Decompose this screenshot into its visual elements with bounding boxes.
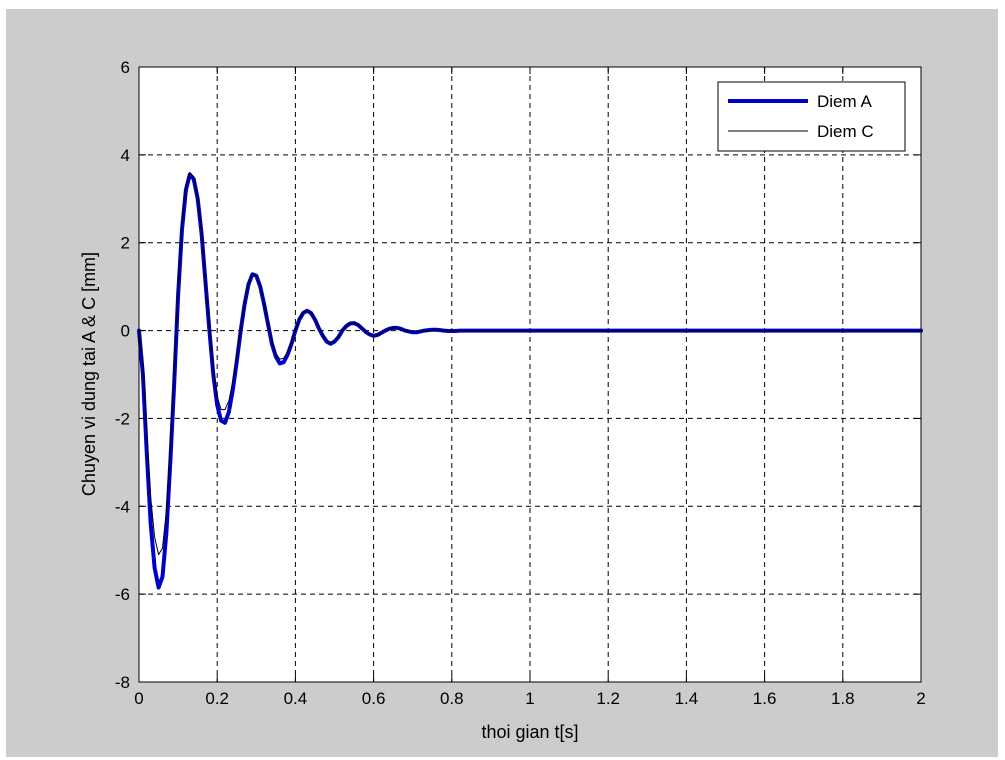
x-tick-label: 1.2 [596, 689, 620, 708]
x-tick-label: 0.6 [362, 689, 386, 708]
x-tick-label: 1.8 [831, 689, 855, 708]
y-tick-label: 6 [121, 58, 130, 77]
legend-label-diem-a: Diem A [817, 92, 872, 111]
grid-lines [139, 67, 921, 682]
y-tick-label: -2 [115, 409, 130, 428]
ticks [138, 66, 922, 683]
legend-box [717, 81, 906, 152]
y-tick-label: 2 [121, 234, 130, 253]
y-axis-label: Chuyen vi dung tai A & C [mm] [79, 252, 99, 496]
tick-labels: 0 0.2 0.4 0.6 0.8 1 1.2 1.4 1.6 1.8 2 -8 -6 -4 -2 0 2 4 6 [115, 58, 926, 708]
y-tick-label: -6 [115, 585, 130, 604]
x-tick-label: 1.4 [675, 689, 699, 708]
x-tick-label: 0 [134, 689, 143, 708]
x-tick-label: 0.2 [205, 689, 229, 708]
y-tick-label: -8 [115, 673, 130, 692]
series-layer [137, 171, 923, 590]
x-tick-label: 0.8 [440, 689, 464, 708]
y-tick-label: -4 [115, 497, 130, 516]
x-axis-label: thoi gian t[s] [481, 722, 578, 742]
y-tick-label: 0 [121, 322, 130, 341]
legend: Diem A Diem C [717, 81, 906, 152]
legend-label-diem-c: Diem C [817, 122, 874, 141]
x-tick-label: 0.4 [284, 689, 308, 708]
x-tick-label: 1.6 [753, 689, 777, 708]
series-line-diem-c [138, 171, 922, 556]
x-tick-label: 1 [525, 689, 534, 708]
x-tick-label: 2 [916, 689, 925, 708]
y-tick-label: 4 [121, 146, 130, 165]
